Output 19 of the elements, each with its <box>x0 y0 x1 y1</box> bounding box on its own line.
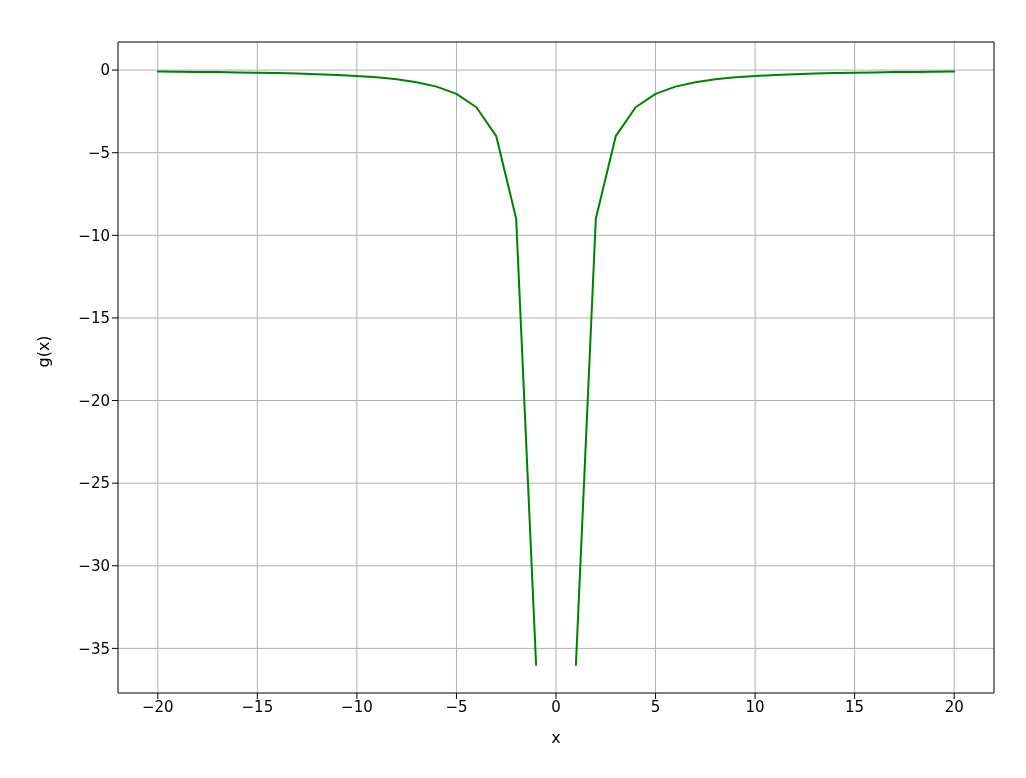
y-tick-label: −30 <box>78 557 110 576</box>
x-tick-label: 15 <box>845 697 865 716</box>
x-tick-label: −10 <box>341 697 373 716</box>
x-tick-label: 0 <box>551 697 561 716</box>
y-tick-label: −15 <box>78 309 110 328</box>
x-tick-label: 5 <box>650 697 661 716</box>
y-tick-label: 0 <box>100 61 110 80</box>
x-tick-label: −15 <box>241 697 274 716</box>
y-tick-label: −25 <box>78 474 110 493</box>
x-axis-title: x <box>551 728 561 747</box>
y-tick-label: −10 <box>78 226 110 245</box>
x-tick-label: 10 <box>745 697 765 716</box>
y-tick-label: −35 <box>78 639 110 658</box>
y-tick-label: −5 <box>87 144 110 163</box>
x-tick-label: −5 <box>445 697 468 716</box>
x-tick-label: −20 <box>141 697 174 716</box>
x-tick-label: 20 <box>944 697 964 716</box>
y-tick-label: −20 <box>78 391 110 410</box>
y-axis-title: g(x) <box>33 335 53 368</box>
